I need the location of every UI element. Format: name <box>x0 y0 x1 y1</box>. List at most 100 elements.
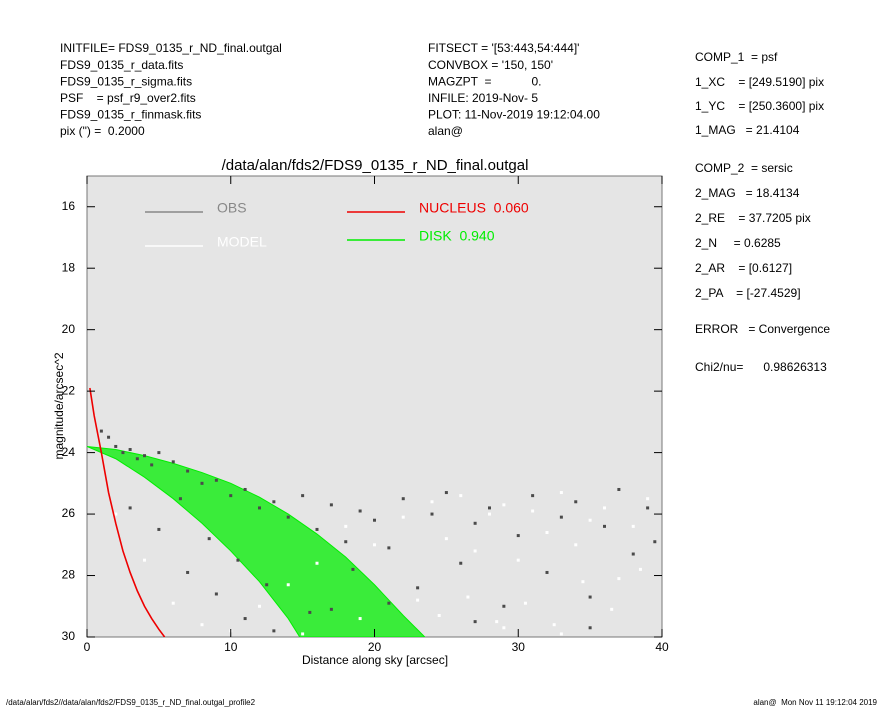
scatter-point <box>387 546 391 550</box>
scatter-point <box>150 463 154 467</box>
scatter-point <box>373 518 376 522</box>
scatter-point <box>401 515 405 519</box>
scatter-point <box>603 524 606 528</box>
scatter-point <box>437 613 441 617</box>
scatter-point <box>617 487 621 491</box>
scatter-point <box>171 601 175 605</box>
scatter-point <box>430 512 434 516</box>
scatter-point <box>502 626 506 630</box>
scatter-point <box>186 570 190 574</box>
scatter-point <box>157 527 161 531</box>
scatter-point <box>488 512 491 516</box>
footer-left: /data/alan/fds2//data/alan/fds2/FDS9_013… <box>6 698 256 707</box>
scatter-point <box>502 604 506 608</box>
scatter-point <box>574 500 578 504</box>
header-left-line: FDS9_0135_r_data.fits <box>60 58 183 72</box>
scatter-point <box>653 540 657 544</box>
y-tick-label: 22 <box>62 383 76 397</box>
scatter-point <box>488 506 491 510</box>
header-mid-line: PLOT: 11-Nov-2019 19:12:04.00 <box>428 108 600 122</box>
scatter-point <box>107 435 111 439</box>
scatter-point <box>315 527 319 531</box>
param-line: 2_N = 0.6285 <box>695 236 781 250</box>
legend-label: NUCLEUS 0.060 <box>419 200 529 216</box>
scatter-point <box>545 570 549 574</box>
scatter-point <box>473 620 477 624</box>
scatter-point <box>646 506 650 510</box>
scatter-point <box>301 632 305 636</box>
scatter-point <box>516 534 520 538</box>
scatter-point <box>358 617 362 621</box>
scatter-point <box>344 524 348 528</box>
param-line: Chi2/nu= 0.98626313 <box>695 360 827 374</box>
scatter-point <box>329 607 333 611</box>
scatter-point <box>559 491 563 495</box>
scatter-point <box>631 552 635 556</box>
scatter-point <box>552 623 556 627</box>
param-line: 1_MAG = 21.4104 <box>695 123 800 137</box>
x-tick-label: 20 <box>368 640 382 654</box>
scatter-point <box>588 518 592 522</box>
scatter-point <box>531 509 535 513</box>
scatter-point <box>344 540 348 544</box>
scatter-point <box>358 509 362 513</box>
scatter-point <box>466 595 470 599</box>
scatter-point <box>207 537 211 541</box>
y-tick-label: 30 <box>62 629 76 643</box>
param-line: 1_YC = [250.3600] pix <box>695 99 824 113</box>
scatter-point <box>387 601 391 605</box>
scatter-point <box>135 457 139 461</box>
param-line: 1_XC = [249.5190] pix <box>695 75 824 89</box>
scatter-point <box>416 586 420 590</box>
scatter-point <box>459 561 463 565</box>
plot-marks <box>87 387 657 637</box>
legend-label: DISK 0.940 <box>419 228 495 244</box>
plot-area <box>86 175 663 638</box>
scatter-point <box>473 521 477 525</box>
header-mid-line: MAGZPT = 0. <box>428 74 541 88</box>
chart-title: /data/alan/fds2/FDS9_0135_r_ND_final.out… <box>222 157 529 174</box>
profile-line <box>89 387 166 637</box>
scatter-point <box>121 451 125 455</box>
scatter-point <box>243 487 247 491</box>
y-tick-label: 28 <box>62 568 76 582</box>
legend-label: OBS <box>217 200 247 216</box>
header-left-line: PSF = psf_r9_over2.fits <box>60 91 196 105</box>
param-line: COMP_1 = psf <box>695 50 778 64</box>
disk-band <box>87 445 426 637</box>
scatter-point <box>495 620 499 624</box>
scatter-point <box>128 448 132 452</box>
scatter-point <box>265 583 269 587</box>
scatter-point <box>588 626 592 630</box>
scatter-point <box>631 524 635 528</box>
scatter-point <box>186 469 190 473</box>
scatter-point <box>416 598 420 602</box>
scatter-point <box>574 543 578 547</box>
y-tick-label: 18 <box>62 260 76 274</box>
scatter-point <box>143 558 146 562</box>
scatter-point <box>531 494 535 498</box>
scatter-point <box>588 595 592 599</box>
scatter-point <box>523 601 527 605</box>
scatter-point <box>272 500 276 504</box>
header-left-line: FDS9_0135_r_sigma.fits <box>60 74 192 88</box>
scatter-point <box>301 494 305 498</box>
scatter-point <box>157 451 161 455</box>
scatter-point <box>444 537 448 541</box>
scatter-point <box>473 549 477 553</box>
y-tick-label: 20 <box>62 322 76 336</box>
scatter-point <box>603 506 606 510</box>
scatter-point <box>638 567 642 571</box>
scatter-point <box>373 543 376 547</box>
y-tick-label: 26 <box>62 506 76 520</box>
x-axis-label: Distance along sky [arcsec] <box>302 653 448 667</box>
scatter-point <box>214 478 218 482</box>
scatter-point <box>610 607 614 611</box>
scatter-point <box>559 632 563 636</box>
scatter-point <box>329 503 333 507</box>
x-tick-label: 10 <box>224 640 238 654</box>
param-line: COMP_2 = sersic <box>695 161 793 175</box>
x-tick-label: 40 <box>655 640 669 654</box>
y-axis-label: magnitude/arcsec^2 <box>52 352 66 459</box>
header-left-line: pix (") = 0.2000 <box>60 124 145 138</box>
